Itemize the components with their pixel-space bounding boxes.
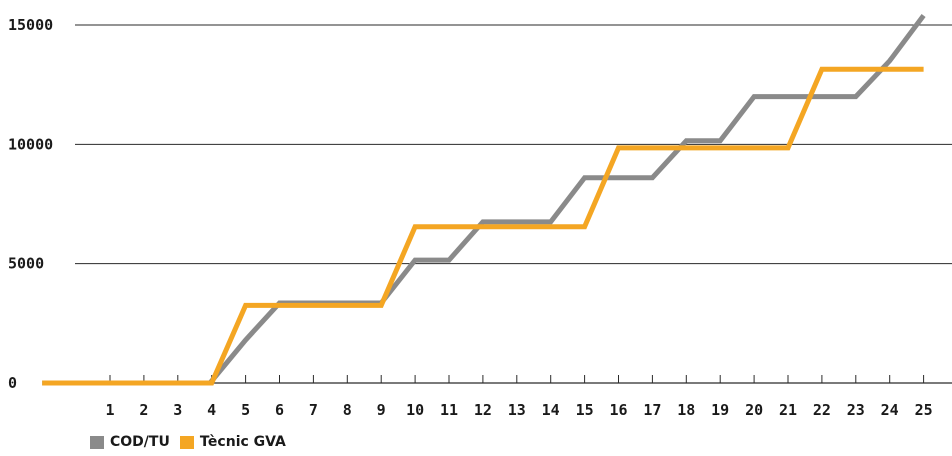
x-tick-label: 16	[609, 401, 627, 419]
x-tick-label: 23	[847, 401, 865, 419]
x-tick-label: 2	[139, 401, 148, 419]
series-line-0	[42, 14, 926, 386]
y-tick-label: 0	[8, 374, 17, 392]
x-tick-label: 25	[915, 401, 933, 419]
x-tick-label: 17	[643, 401, 661, 419]
x-tick-label: 8	[343, 401, 352, 419]
x-tick-label: 20	[745, 401, 763, 419]
x-tick-label: 14	[542, 401, 560, 419]
x-tick-label: 15	[576, 401, 594, 419]
legend-label-tecnic-gva: Tècnic GVA	[199, 434, 286, 450]
x-axis-tick-labels: 1 2 3 4 5 6 7 8 9 10 11 12 13 14 15 16 17 18 19 20 21 22 23 24 2…	[105, 401, 932, 419]
legend-item-cod-tu: COD/TU	[90, 434, 170, 450]
grid-lines	[75, 24, 952, 265]
x-tick-label: 7	[309, 401, 318, 419]
x-tick-label: 11	[440, 401, 458, 419]
x-tick-label: 9	[377, 401, 386, 419]
legend-item-tecnic-gva: Tècnic GVA	[179, 434, 286, 450]
x-tick-label: 21	[779, 401, 797, 419]
x-tick-label: 4	[207, 401, 216, 419]
series-lines	[42, 14, 926, 386]
legend-swatch-cod-tu	[90, 435, 104, 449]
y-tick-label: 15000	[8, 16, 53, 34]
x-tick-label: 10	[406, 401, 424, 419]
legend: COD/TU Tècnic GVA	[90, 432, 296, 452]
x-tick-label: 18	[677, 401, 695, 419]
x-tick-label: 1	[105, 401, 114, 419]
x-tick-label: 12	[474, 401, 492, 419]
x-tick-label: 6	[275, 401, 284, 419]
x-tick-label: 3	[173, 401, 182, 419]
x-tick-label: 5	[241, 401, 250, 419]
x-tick-label: 22	[813, 401, 831, 419]
x-tick-label: 13	[508, 401, 526, 419]
legend-swatch-tecnic-gva	[179, 435, 194, 449]
x-tick-label: 24	[881, 401, 899, 419]
x-axis	[75, 375, 952, 384]
y-axis-tick-labels: 0 5000 10000 15000	[8, 16, 53, 392]
series-line-1	[42, 66, 924, 386]
legend-label-cod-tu: COD/TU	[110, 434, 170, 450]
y-tick-label: 10000	[8, 135, 53, 153]
y-tick-label: 5000	[8, 255, 44, 273]
x-tick-label: 19	[711, 401, 729, 419]
